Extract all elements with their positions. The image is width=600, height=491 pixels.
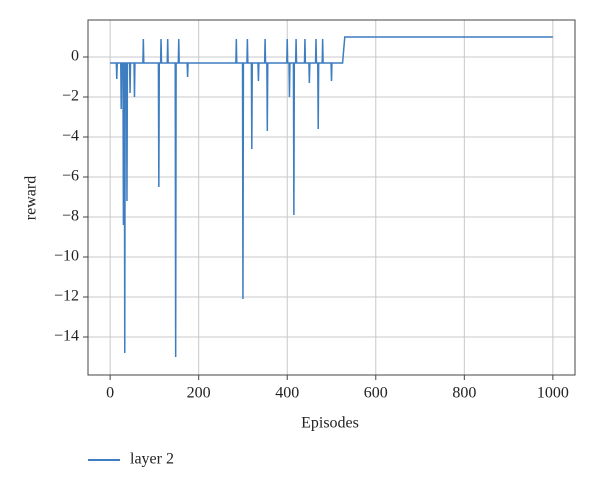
- data-line: [110, 36, 553, 358]
- x-tick-label: 800: [452, 385, 476, 402]
- y-tick-label: −2: [62, 88, 79, 105]
- y-axis-label: reward: [23, 176, 40, 220]
- y-tick-label: −6: [62, 168, 79, 185]
- x-axis-label: Episodes: [301, 415, 359, 432]
- x-tick-label: 400: [275, 385, 299, 402]
- plot-frame: [87, 19, 576, 376]
- y-tick-label: 0: [71, 48, 79, 65]
- y-tick-label: −10: [54, 248, 79, 265]
- x-tick-label: 1000: [537, 385, 569, 402]
- x-tick-label: 0: [106, 385, 114, 402]
- y-tick-label: −14: [54, 328, 79, 345]
- y-tick-label: −4: [62, 128, 79, 145]
- legend-label: layer 2: [130, 451, 174, 468]
- x-tick-label: 200: [187, 385, 211, 402]
- y-tick-label: −12: [54, 288, 79, 305]
- y-tick-label: −8: [62, 208, 79, 225]
- x-tick-label: 600: [364, 385, 388, 402]
